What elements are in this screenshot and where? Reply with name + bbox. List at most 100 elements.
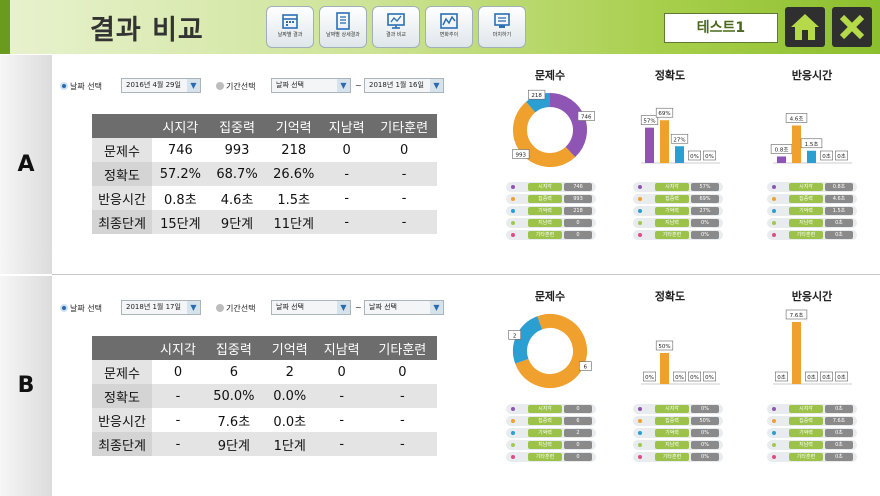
data-label: 0초 [822,153,831,160]
data-label-box [640,115,659,125]
legend-value: 0% [691,429,719,437]
period-radio[interactable]: 기간선택 [216,81,255,92]
legend-label: 집중력 [528,195,562,203]
legend-item: 기타훈련 0% [633,452,723,462]
legend-dot-icon [511,455,515,459]
legend-label: 기억력 [655,207,689,215]
legend-label: 집중력 [655,195,689,203]
home-button[interactable] [785,7,825,47]
table-cell: - [152,384,204,408]
select-value: 2018년 1월 16일 [369,81,424,89]
legend-item: 기억력 27% [633,206,723,216]
date-radio[interactable]: 날짜 선택 [60,303,102,314]
legend-item: 기타훈련 0초 [767,230,857,240]
data-label-box [688,371,702,382]
legend-dot-icon [511,407,515,411]
trend-chart-icon [440,13,458,29]
legend-count: 시지각 746 집중력 993 기억력 218 지남력 0 기타훈련 0 [506,182,596,242]
legend-dot-icon [511,233,515,237]
select-value: 날짜 선택 [276,81,304,89]
date-select[interactable]: 2018년 1월 17일 ▼ [121,300,201,315]
legend-label: 지남력 [528,441,562,449]
table-cell: 0 [337,364,346,380]
period-to-select[interactable]: 날짜 선택 ▼ [364,300,444,315]
data-label: 69% [658,111,670,117]
table-cell: - [339,412,345,428]
legend-label: 지남력 [789,441,823,449]
column-header: 시지각 [152,114,209,138]
section-label: B [0,276,52,496]
table-cell: 993 [224,142,250,158]
data-label-box [643,371,657,382]
table-cell: 9단계 [203,432,264,456]
data-label-box [577,111,595,121]
period-separator: ~ [355,303,362,312]
legend-dot-icon [638,431,642,435]
legend-dot-icon [772,233,776,237]
table-header-row: 시지각 집중력 기억력 지남력 기타훈련 [92,114,437,138]
nav-date-result-button[interactable]: 날짜별 결과 [266,6,314,48]
table-cell: 26.6% [265,162,323,186]
legend-value: 1.5초 [825,207,853,215]
legend-item: 지남력 0초 [767,440,857,450]
legend-item: 기억력 0% [633,428,723,438]
legend-value: 57% [691,183,719,191]
date-select[interactable]: 2016년 4월 29일 ▼ [121,78,201,93]
table-header-row: 시지각 집중력 기억력 지남력 기타훈련 [92,336,437,360]
column-header: 기타훈련 [371,114,437,138]
bar-집중력 [792,322,801,384]
chevron-down-icon: ▼ [337,301,350,314]
date-radio[interactable]: 날짜 선택 [60,81,102,92]
radio-unchecked-icon [216,82,224,90]
calendar-icon [282,14,298,29]
data-label: 2 [513,333,517,339]
nav-compare-button[interactable]: 결과 비교 [372,6,420,48]
home-icon [791,14,819,40]
table-cell: 0 [173,364,183,380]
table-corner [92,114,152,138]
data-label: 50% [658,344,670,350]
legend-dot-icon [511,431,515,435]
table-cell: - [344,190,350,206]
table-cell: 0 [398,364,407,380]
data-label: 0초 [822,374,831,381]
chart-title-count: 문제수 [534,69,566,82]
nav-date-detail-button[interactable]: 날짜별 상세결과 [319,6,367,48]
legend-item: 집중력 50% [633,416,723,426]
period-from-select[interactable]: 날짜 선택 ▼ [271,300,351,315]
data-label-box [528,89,546,100]
monitor-icon [387,13,405,29]
nav-label: 날짜별 상세결과 [326,32,360,38]
legend-item: 지남력 0% [633,218,723,228]
user-name-box[interactable]: 테스트1 [664,13,778,43]
legend-value: 0 [564,231,592,239]
exit-icon [494,13,510,28]
legend-reaction: 시지각 0초 집중력 7.6초 기억력 0초 지남력 0초 기타훈련 0초 [767,404,857,464]
table-cell: 9단계 [208,210,266,234]
table-cell: - [401,190,407,206]
table-cell: 1단계 [263,432,316,456]
legend-value: 0% [691,453,719,461]
period-from-select[interactable]: 날짜 선택 ▼ [271,78,351,93]
data-label-box [512,149,530,159]
legend-value: 0초 [825,441,853,449]
nav-exit-button[interactable]: 마치하기 [478,6,526,48]
data-label: 0초 [837,374,846,381]
legend-item: 지남력 0초 [767,218,857,228]
nav-trend-button[interactable]: 변화추이 [425,6,473,48]
chart-title-accuracy: 정확도 [654,290,686,303]
table-row: 반응시간 - 7.6초 0.0초 - - [92,408,437,432]
period-to-select[interactable]: 2018년 1월 16일 ▼ [364,78,444,93]
bar-집중력 [792,125,801,163]
chevron-down-icon: ▼ [187,79,200,92]
legend-label: 시지각 [789,405,823,413]
close-button[interactable] [832,7,872,47]
legend-dot-icon [511,209,515,213]
legend-dot-icon [772,419,776,423]
legend-value: 6 [564,417,592,425]
legend-item: 집중력 4.6초 [767,194,857,204]
table-cell: 57.2% [152,162,209,186]
data-label: 27% [673,137,685,143]
period-radio[interactable]: 기간선택 [216,303,255,314]
legend-item: 기타훈련 0% [633,230,723,240]
